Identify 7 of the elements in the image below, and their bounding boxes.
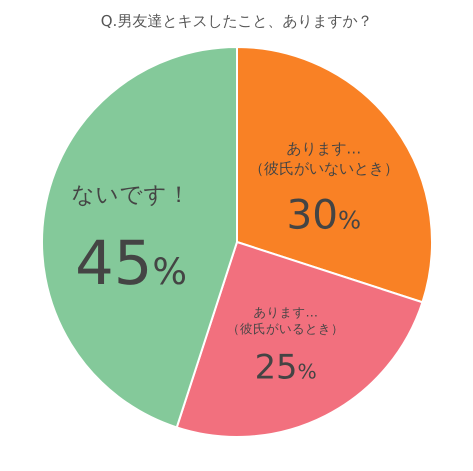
data-label: 30% — [286, 190, 362, 238]
slice-label: あります…（彼氏がいないとき） — [248, 139, 399, 178]
data-label: 25% — [254, 348, 317, 387]
slice-label: ないです！ — [72, 182, 191, 208]
data-label: 45% — [75, 229, 188, 300]
slice-label: あります…（彼氏がいるとき） — [227, 304, 344, 336]
chart-title: Q.男友達とキスしたこと、ありますか？ — [100, 12, 372, 30]
